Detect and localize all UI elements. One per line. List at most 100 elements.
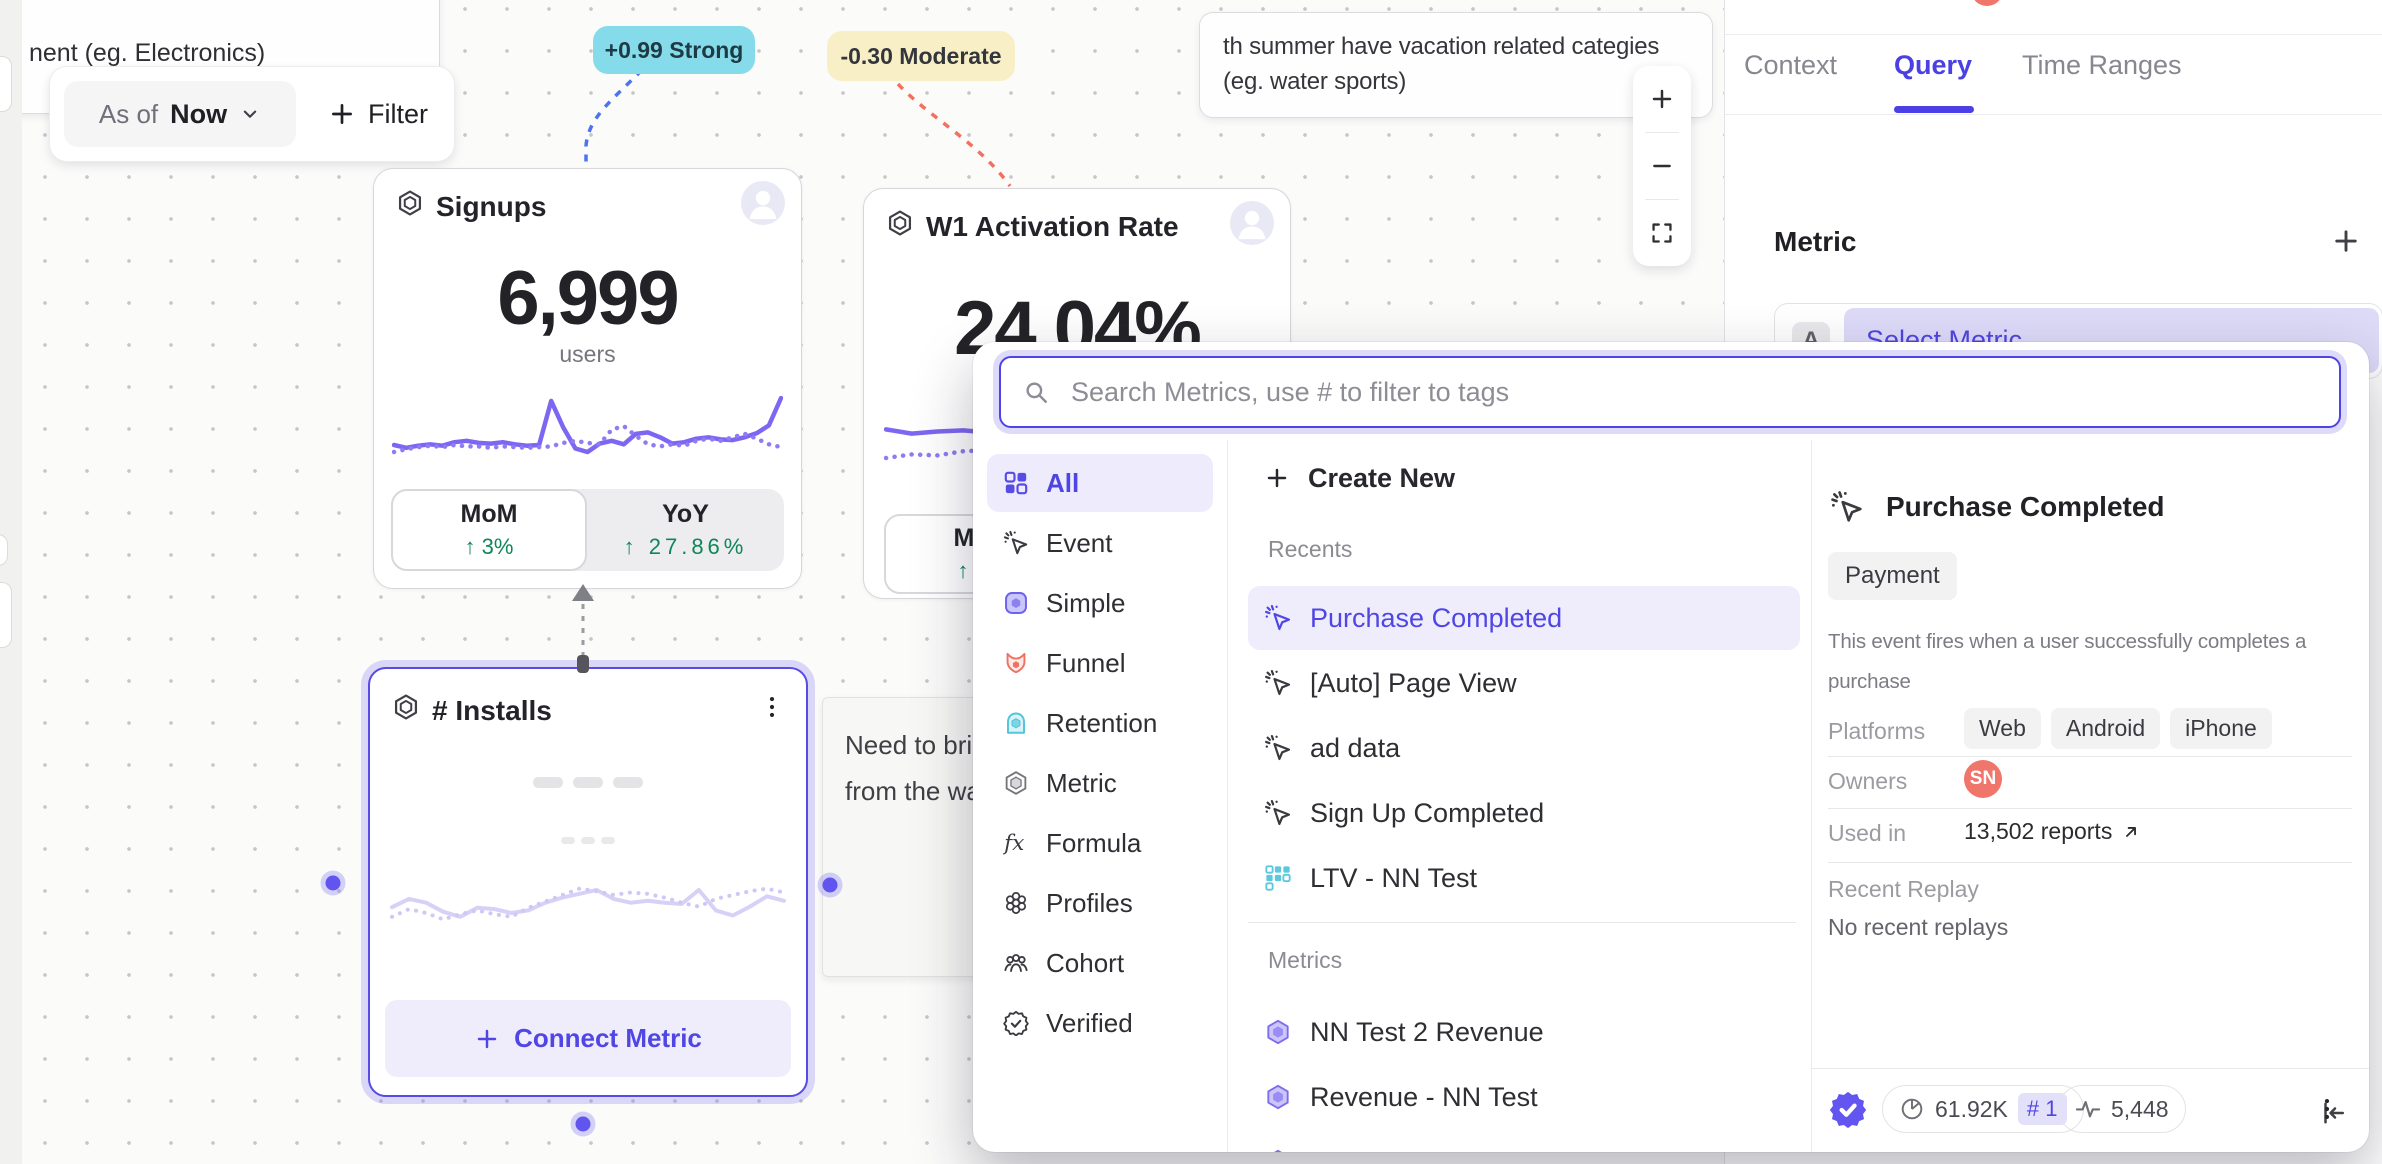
metric-card-signups[interactable]: Signups 6,999 users MoM ↑ 3% YoY ↑ 27.86… — [373, 168, 802, 589]
metric-picker-modal: All Event Simple Funnel Retention Metric fx For… — [973, 342, 2369, 1152]
metric-hexagon-icon — [1003, 770, 1029, 796]
plus-icon — [474, 1026, 500, 1052]
tab-time-ranges[interactable]: Time Ranges — [2022, 50, 2182, 80]
create-new-label: Create New — [1308, 462, 1456, 493]
sidebar-item-label: Retention — [1046, 707, 1158, 738]
add-filter-button[interactable]: Filter — [328, 99, 428, 130]
avatar — [1230, 201, 1274, 245]
correlation-badge-moderate[interactable]: -0.30 Moderate — [827, 31, 1015, 81]
metric-list-item-ad-data[interactable]: ad data — [1248, 716, 1800, 780]
retention-icon — [1003, 710, 1029, 736]
metric-list-item-purchase-completed[interactable]: Purchase Completed — [1248, 586, 1800, 650]
zoom-in-button[interactable] — [1633, 66, 1691, 132]
connect-metric-button[interactable]: Connect Metric — [385, 1000, 791, 1077]
sidebar-item-simple[interactable]: Simple — [987, 574, 1213, 632]
detail-menu-icon[interactable] — [2313, 1095, 2341, 1123]
views-stat-pill[interactable]: 61.92K # 1 — [1882, 1085, 2084, 1133]
canvas-zoom-controls — [1633, 66, 1691, 266]
add-metric-icon[interactable] — [2331, 226, 2361, 256]
detail-divider — [1828, 808, 2352, 809]
metric-list-item-auto-page-view[interactable]: [Auto] Page View — [1248, 651, 1800, 715]
sidebar-item-event[interactable]: Event — [987, 514, 1213, 572]
correlation-badge-strong[interactable]: +0.99 Strong — [593, 26, 755, 74]
offscreen-card-edge — [0, 582, 12, 648]
metric-hexagon-icon — [886, 209, 914, 237]
event-spark-icon — [1264, 604, 1292, 632]
detail-header: Purchase Completed — [1830, 490, 2165, 524]
metric-list-item-sign-up-completed[interactable]: Sign Up Completed — [1248, 781, 1800, 845]
offscreen-card-edge — [0, 534, 8, 566]
metric-list-item-nn-test-2-revenue[interactable]: NN Test 2 Revenue — [1248, 1000, 1800, 1064]
connector-handle[interactable] — [822, 877, 838, 893]
sidebar-item-funnel[interactable]: Funnel — [987, 634, 1213, 692]
search-icon — [1023, 379, 1049, 405]
svg-text:fx: fx — [1003, 831, 1024, 856]
sidebar-item-verified[interactable]: Verified — [987, 994, 1213, 1052]
segment-mom[interactable]: MoM ↑ 3% — [460, 500, 518, 559]
detail-divider — [1828, 756, 2352, 757]
sidebar-item-retention[interactable]: Retention — [987, 694, 1213, 752]
grid-icon — [1003, 470, 1029, 496]
minus-icon — [1649, 153, 1675, 179]
plus-icon — [328, 100, 356, 128]
filter-label: Filter — [368, 98, 428, 129]
metric-list-item-[interactable] — [1248, 1130, 1800, 1152]
fit-to-screen-button[interactable] — [1633, 200, 1691, 266]
zoom-out-button[interactable] — [1633, 133, 1691, 199]
cohort-icon — [1003, 950, 1029, 976]
sidebar-item-cohort[interactable]: Cohort — [987, 934, 1213, 992]
metric-card-installs[interactable]: # Installs Connect Metric — [368, 667, 808, 1097]
note-text: Need to brin from the wa — [845, 730, 987, 806]
owner-avatar[interactable]: SN — [1964, 760, 2002, 798]
search-input[interactable] — [1069, 375, 2319, 409]
metric-list-item-ltv-nn-test[interactable]: LTV - NN Test — [1248, 846, 1800, 910]
events-stat-pill[interactable]: 5,448 — [2058, 1085, 2186, 1133]
collapse-sidebar-icon[interactable] — [2319, 1098, 2349, 1128]
recent-replay-label: Recent Replay — [1828, 876, 1979, 902]
sidebar-item-formula[interactable]: fx Formula — [987, 814, 1213, 872]
tag-payment[interactable]: Payment — [1828, 552, 1957, 600]
note-vacation[interactable]: th summer have vacation related categies… — [1199, 12, 1713, 118]
metric-item-label: NN Test 2 Revenue — [1310, 1016, 1544, 1047]
card-menu-icon[interactable] — [758, 693, 786, 721]
sidebar-item-all[interactable]: All — [987, 454, 1213, 512]
metric-item-label: LTV - NN Test — [1310, 862, 1478, 893]
panel-top-divider — [1725, 34, 2382, 35]
pie-chart-icon — [1899, 1096, 1925, 1122]
verified-icon — [1003, 1010, 1029, 1036]
used-in-reports-link[interactable]: 13,502 reports — [1964, 818, 2142, 845]
detail-description: This event fires when a user successfull… — [1828, 630, 2307, 693]
sidebar-item-profiles[interactable]: Profiles — [987, 874, 1213, 932]
tab-query[interactable]: Query — [1894, 50, 1973, 80]
metric-unit: users — [559, 341, 616, 367]
chevron-down-icon — [239, 103, 261, 125]
connector-handle[interactable] — [325, 875, 341, 891]
as-of-dropdown[interactable]: As of Now — [64, 81, 296, 147]
sidebar-item-label: Funnel — [1046, 647, 1126, 678]
connector-handle[interactable] — [575, 1116, 591, 1132]
sidebar-item-label: Event — [1046, 527, 1113, 558]
placeholder-dash — [533, 777, 563, 788]
metric-list-item-revenue-nn-test[interactable]: Revenue - NN Test — [1248, 1065, 1800, 1129]
metric-hexagon-icon — [396, 189, 424, 217]
note-text: th summer have vacation related categies… — [1223, 33, 1660, 95]
fullscreen-icon — [1649, 220, 1675, 246]
metric-hexagon-icon — [392, 693, 420, 721]
sidebar-item-label: Simple — [1046, 587, 1126, 618]
placeholder-dash — [613, 777, 643, 788]
sidebar-item-metric[interactable]: Metric — [987, 754, 1213, 812]
canvas-left-strip — [0, 0, 22, 1164]
simple-metric-icon — [1003, 590, 1029, 616]
platform-chip-web: Web — [1964, 708, 2041, 749]
verified-badge-icon — [1828, 1089, 1868, 1129]
profiles-icon — [1003, 890, 1029, 916]
metric-item-label: [Auto] Page View — [1310, 667, 1517, 698]
sidebar-item-label: Metric — [1046, 767, 1117, 798]
segment-yoy[interactable]: YoY ↑ 27.86% — [623, 500, 748, 559]
card-title: Signups — [436, 191, 547, 222]
metric-value: 6,999 — [497, 256, 679, 341]
metric-list-column: Create New Recents Purchase Completed [Au… — [1228, 440, 1812, 1152]
create-new-button[interactable]: Create New — [1264, 452, 1455, 504]
card-title: # Installs — [432, 695, 552, 726]
tab-context[interactable]: Context — [1744, 50, 1838, 80]
